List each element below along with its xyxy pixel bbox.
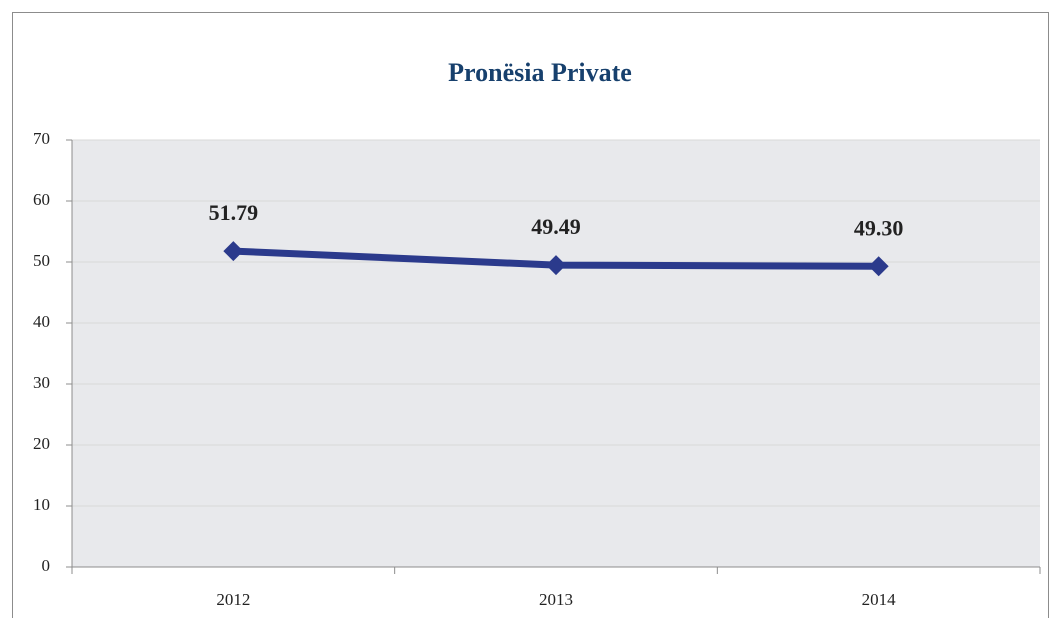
data-label: 49.49 [531, 214, 581, 239]
x-tick-label: 2012 [216, 590, 250, 609]
x-tick-label: 2013 [539, 590, 573, 609]
chart-title: Pronësia Private [448, 58, 632, 87]
y-tick-label: 70 [33, 129, 50, 148]
y-tick-label: 10 [33, 495, 50, 514]
data-label: 51.79 [209, 200, 259, 225]
y-tick-label: 40 [33, 312, 50, 331]
plot-area [72, 140, 1040, 567]
y-tick-label: 60 [33, 190, 50, 209]
data-label: 49.30 [854, 215, 904, 240]
y-tick-label: 20 [33, 434, 50, 453]
x-tick-label: 2014 [862, 590, 897, 609]
y-tick-label: 50 [33, 251, 50, 270]
y-tick-label: 30 [33, 373, 50, 392]
marker [223, 241, 244, 262]
marker [868, 256, 889, 277]
marker [546, 255, 566, 276]
y-tick-label: 0 [42, 556, 51, 575]
